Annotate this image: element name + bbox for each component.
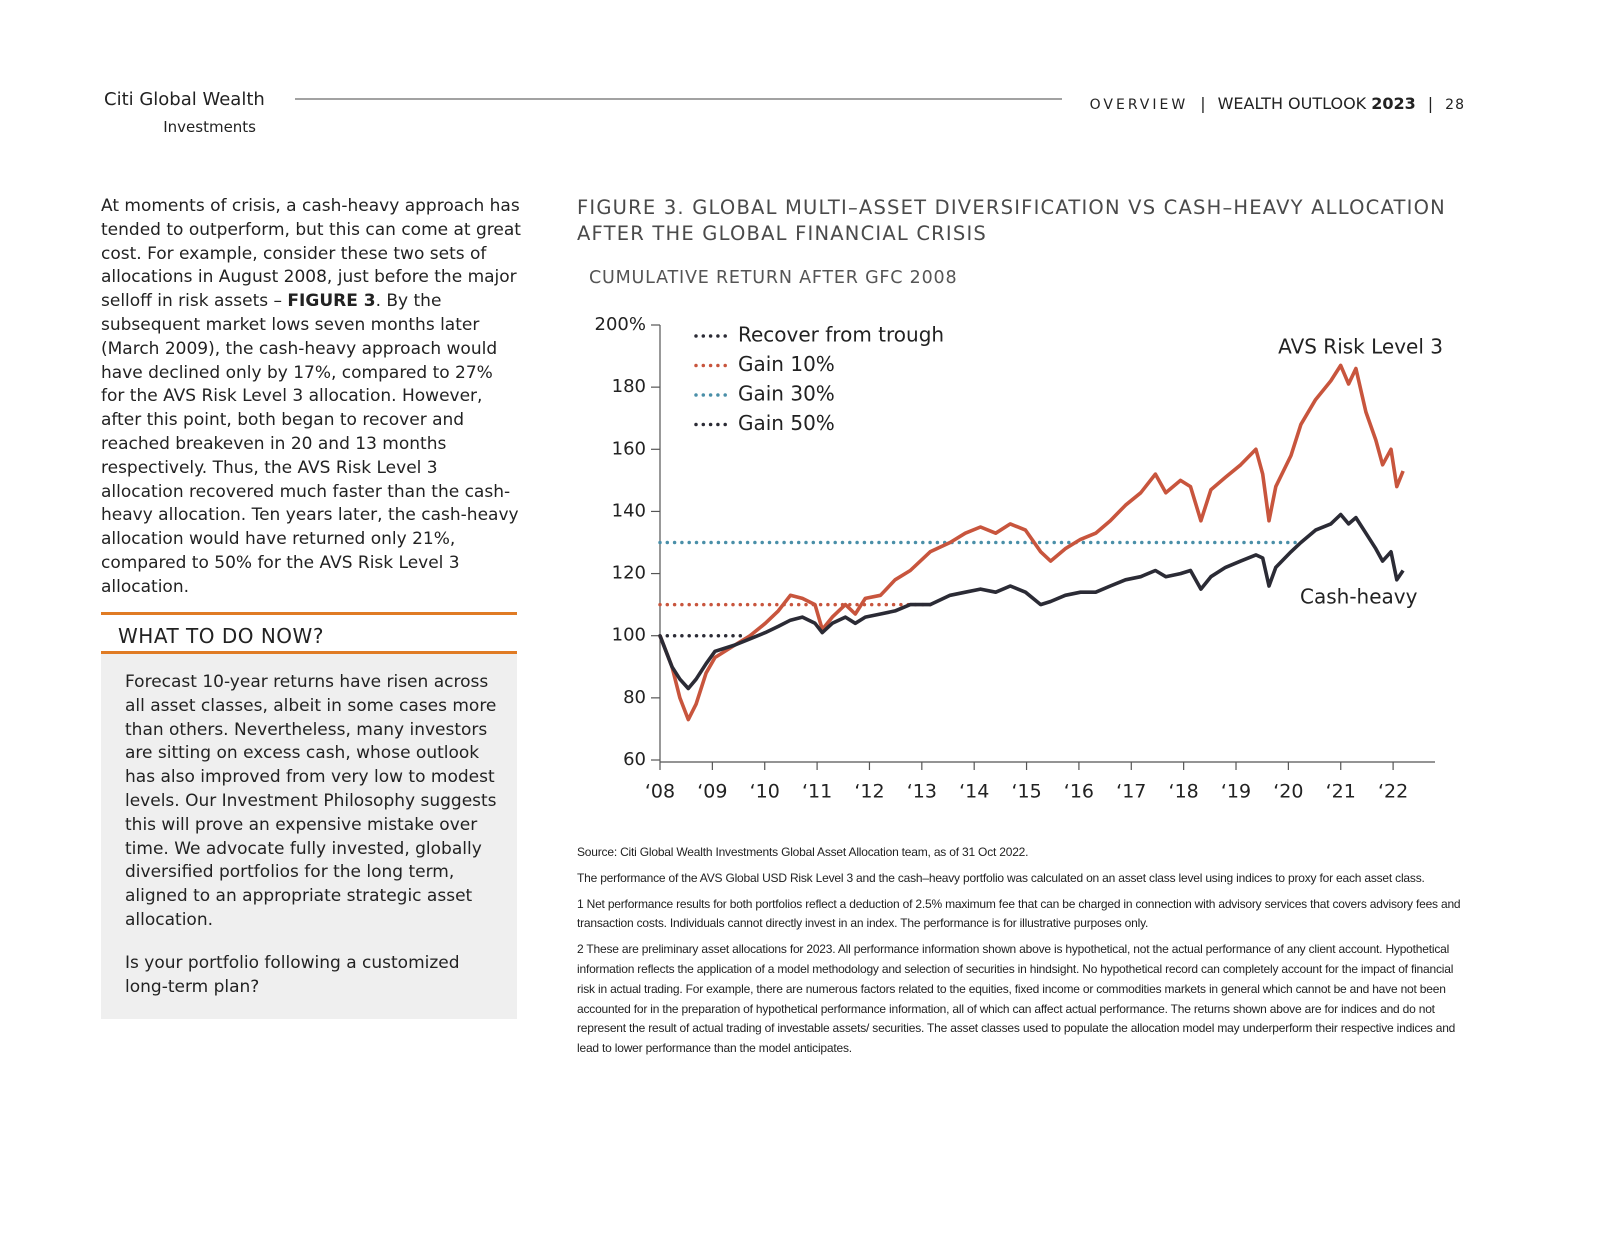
- x-tick-label: ‘18: [1169, 781, 1199, 803]
- x-tick-label: ‘08: [645, 781, 675, 803]
- x-tick-label: ‘14: [959, 781, 989, 803]
- sidebar-box: Forecast 10-year returns have risen acro…: [101, 651, 517, 1019]
- y-tick-label: 120: [612, 563, 646, 584]
- footnote: Source: Citi Global Wealth Investments G…: [577, 845, 1029, 859]
- text: . By the subsequent market lows seven mo…: [101, 291, 519, 597]
- y-tick-label: 160: [612, 438, 646, 459]
- header-nav: OVERVIEW | WEALTH OUTLOOK 2023 | 28: [1090, 94, 1465, 113]
- legend-label: Gain 50%: [738, 411, 835, 435]
- series-line: [658, 363, 1405, 722]
- footnotes: Source: Citi Global Wealth Investments G…: [577, 843, 1469, 1065]
- chart-subtitle: CUMULATIVE RETURN AFTER GFC 2008: [589, 268, 958, 288]
- y-tick-label: 100: [612, 625, 646, 646]
- footnote: 1 Net performance results for both portf…: [577, 896, 1461, 931]
- page-number: 28: [1445, 97, 1465, 113]
- x-tick-label: ‘11: [802, 781, 832, 803]
- series-line: [658, 512, 1405, 691]
- y-tick-label: 180: [612, 376, 646, 397]
- x-tick-label: ‘20: [1273, 781, 1303, 803]
- sidebar-text: Is your portfolio following a customized…: [125, 952, 460, 997]
- brand: Citi Global Wealth: [104, 89, 265, 110]
- x-tick-label: ‘19: [1221, 781, 1251, 803]
- chart-title: FIGURE 3. GLOBAL MULTI–ASSET DIVERSIFICA…: [577, 196, 1446, 245]
- x-tick-label: ‘12: [854, 781, 884, 803]
- x-tick-label: ‘22: [1378, 781, 1408, 803]
- x-tick-label: ‘16: [1064, 781, 1094, 803]
- y-tick-label: 200%: [595, 314, 646, 335]
- x-tick-label: ‘17: [1116, 781, 1146, 803]
- figure-ref: FIGURE 3: [287, 291, 376, 312]
- x-tick-label: ‘10: [750, 781, 780, 803]
- x-tick-label: ‘21: [1326, 781, 1356, 803]
- x-tick-label: ‘13: [907, 781, 937, 803]
- section: OVERVIEW: [1089, 97, 1189, 113]
- footnote: The performance of the AVS Global USD Ri…: [577, 870, 1425, 885]
- x-tick-label: ‘15: [1011, 781, 1041, 803]
- x-tick-label: ‘09: [697, 781, 727, 803]
- separator: |: [1427, 94, 1434, 113]
- y-tick-label: 60: [623, 749, 646, 770]
- sidebar-title: WHAT TO DO NOW?: [118, 624, 324, 648]
- publication: WEALTH OUTLOOK: [1217, 94, 1367, 113]
- legend-label: Gain 10%: [738, 352, 835, 376]
- legend-label: Recover from trough: [738, 323, 944, 347]
- separator: |: [1200, 94, 1206, 113]
- year: 2023: [1371, 94, 1416, 113]
- series-label: Cash-heavy: [1300, 585, 1418, 609]
- y-tick-label: 140: [612, 500, 646, 521]
- series-label: AVS Risk Level 3: [1278, 335, 1443, 359]
- rule: [101, 612, 517, 615]
- footnote: 2 These are preliminary asset allocation…: [577, 942, 1456, 1056]
- sidebar-text: Forecast 10-year returns have risen acro…: [125, 672, 497, 930]
- legend-label: Gain 30%: [738, 382, 835, 406]
- y-tick-label: 80: [623, 687, 646, 708]
- brand-sub: Investments: [163, 118, 256, 136]
- body-paragraph: At moments of crisis, a cash-heavy appro…: [101, 195, 521, 600]
- text: At moments of crisis, a cash-heavy appro…: [101, 196, 521, 312]
